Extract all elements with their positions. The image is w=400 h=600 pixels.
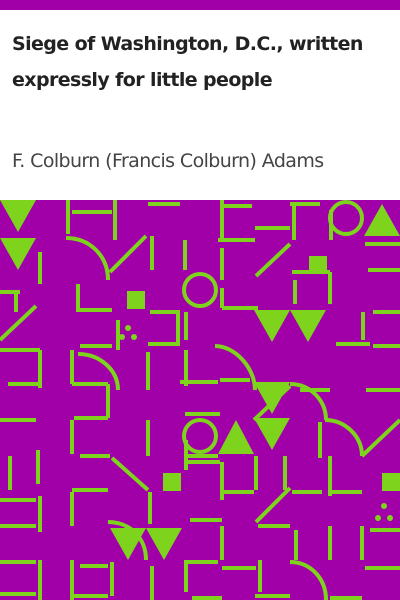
book-author: F. Colburn (Francis Colburn) Adams bbox=[12, 150, 324, 172]
decorative-cover-pattern bbox=[0, 200, 400, 600]
accent-bar bbox=[0, 0, 400, 10]
book-title: Siege of Washington, D.C., written expre… bbox=[12, 33, 363, 91]
